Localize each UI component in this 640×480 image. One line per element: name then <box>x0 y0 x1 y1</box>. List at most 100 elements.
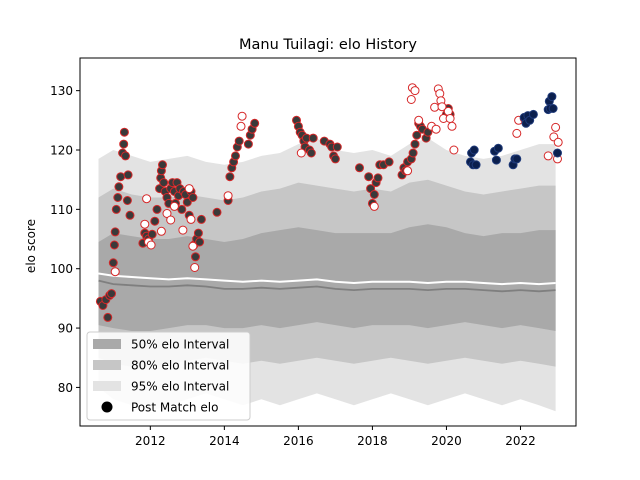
data-point-dark <box>191 252 200 262</box>
elo-trend-lines <box>98 272 556 293</box>
data-point-navy <box>493 143 503 153</box>
band-50 <box>98 224 556 331</box>
data-point-dark <box>108 258 118 268</box>
data-point-dark <box>147 229 157 239</box>
data-point-navy <box>469 145 479 155</box>
data-point-open <box>553 137 563 147</box>
data-point-open <box>142 194 152 204</box>
data-point-dark <box>195 237 205 247</box>
data-point-open <box>184 184 194 194</box>
x-tick-label: 2020 <box>431 434 462 448</box>
legend-swatch <box>93 339 121 349</box>
data-point-dark <box>410 139 420 149</box>
x-tick-label: 2016 <box>283 434 314 448</box>
data-point-dark <box>225 172 235 182</box>
data-point-navy <box>528 109 538 119</box>
legend-label: Post Match elo <box>131 401 218 415</box>
data-point-open <box>178 225 188 235</box>
data-point-open <box>188 241 198 251</box>
data-point-dark <box>177 204 187 214</box>
data-point-dark <box>109 240 119 250</box>
data-point-open <box>296 148 306 158</box>
data-point-dark <box>188 193 198 202</box>
y-axis-label: elo score <box>24 219 38 273</box>
data-point-open <box>447 121 457 131</box>
plot-frame <box>79 57 577 427</box>
data-point-dark <box>308 133 318 143</box>
data-point-dark <box>121 151 130 161</box>
data-point-navy <box>512 154 522 164</box>
data-point-open <box>414 115 424 125</box>
data-point-open <box>166 215 176 225</box>
data-point-dark <box>243 139 253 149</box>
data-point-dark <box>122 196 132 205</box>
data-point-dark <box>196 214 206 224</box>
data-point-open <box>190 263 200 272</box>
data-point-dark <box>123 170 133 180</box>
legend-box <box>86 331 251 421</box>
data-point-dark <box>111 204 121 214</box>
data-point-dark <box>231 151 240 161</box>
legend-label: 95% elo Interval <box>131 380 229 394</box>
data-point-navy <box>548 104 558 113</box>
data-point-dark <box>306 148 316 158</box>
data-point-dark <box>116 172 126 182</box>
data-point-dark <box>103 312 113 322</box>
legend-marker <box>101 401 113 413</box>
y-tick-label: 130 <box>50 84 73 98</box>
data-point-dark <box>158 160 167 170</box>
data-point-open <box>237 111 247 121</box>
data-point-navy <box>553 148 562 158</box>
data-point-open <box>146 240 156 250</box>
data-point-dark <box>125 210 135 220</box>
data-point-dark <box>212 207 222 217</box>
x-tick-label: 2014 <box>209 434 240 448</box>
y-axis-ticks: 80 90 100 110 120 130 <box>50 84 80 395</box>
median-line <box>98 279 556 293</box>
data-point-dark <box>332 142 342 152</box>
x-tick-label: 2022 <box>505 434 536 448</box>
data-point-dark <box>110 227 120 237</box>
legend-label: 80% elo Interval <box>131 359 229 373</box>
data-point-open <box>410 86 420 96</box>
data-point-open <box>551 122 561 132</box>
x-tick-label: 2018 <box>357 434 388 448</box>
data-point-dark <box>113 193 123 202</box>
data-point-open <box>445 114 455 123</box>
data-point-dark <box>250 118 260 128</box>
data-point-open <box>430 102 440 112</box>
legend: 50% elo Interval 80% elo Interval 95% elo … <box>86 331 251 421</box>
data-point-dark <box>114 182 124 192</box>
data-point-dark <box>384 157 394 167</box>
data-point-open <box>169 201 179 211</box>
data-point-open <box>449 145 459 155</box>
data-point-open <box>543 151 553 161</box>
data-point-open <box>110 267 120 277</box>
data-point-dark <box>412 130 422 140</box>
x-tick-label: 2012 <box>135 434 166 448</box>
data-point-open <box>140 219 150 229</box>
legend-swatch <box>93 360 121 370</box>
data-point-open <box>369 201 379 211</box>
data-point-open <box>406 95 416 104</box>
data-point-dark <box>369 190 379 199</box>
y-tick-label: 90 <box>58 322 73 336</box>
data-point-open <box>431 124 441 134</box>
data-point-dark <box>193 228 203 238</box>
data-point-navy <box>547 92 557 102</box>
y-tick-label: 80 <box>58 381 73 395</box>
data-point-navy <box>471 160 481 170</box>
data-point-dark <box>355 163 364 173</box>
y-tick-label: 100 <box>50 262 73 276</box>
data-point-open <box>437 102 447 112</box>
data-point-dark <box>159 178 169 188</box>
data-point-navy <box>491 155 501 165</box>
data-point-open <box>512 128 522 138</box>
data-point-dark <box>364 172 374 182</box>
data-point-dark <box>119 127 129 137</box>
mean-line <box>98 272 556 286</box>
y-tick-label: 110 <box>50 203 73 217</box>
data-point-dark <box>330 154 340 164</box>
chart-title: Manu Tuilagi: elo History <box>239 37 417 53</box>
